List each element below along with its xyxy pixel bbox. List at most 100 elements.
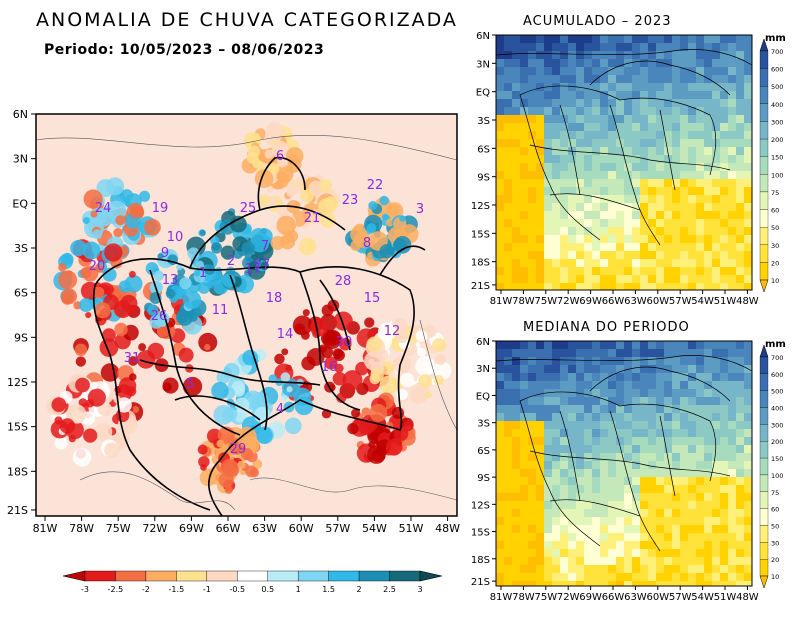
precip-cell (520, 357, 528, 365)
anomaly-cell (418, 374, 432, 388)
basin-outline (589, 366, 731, 402)
precip-cell (520, 445, 528, 453)
precip-cell (672, 573, 680, 581)
precip-cell (576, 235, 584, 243)
precip-cell (600, 469, 608, 477)
precip-cell (576, 163, 584, 171)
precip-cell (632, 557, 640, 565)
precip-cell (688, 203, 696, 211)
precip-cell (688, 195, 696, 203)
precip-cell (608, 83, 616, 91)
precip-cell (512, 243, 520, 251)
precip-cell (592, 107, 600, 115)
precip-cell (672, 139, 680, 147)
basin-outline (257, 156, 306, 211)
precip-cell (616, 35, 624, 43)
precip-cell (624, 469, 632, 477)
precip-cell (560, 565, 568, 573)
precip-cell (576, 405, 584, 413)
median-unit-label: mm (765, 339, 786, 350)
precip-colorbar-segment (759, 262, 769, 281)
precip-cell (496, 525, 504, 533)
precip-cell (712, 179, 720, 187)
precip-cell (576, 115, 584, 123)
precip-cell (616, 259, 624, 267)
precip-cell (736, 357, 744, 365)
precip-cell (744, 565, 752, 573)
precip-colorbar-segment (759, 68, 769, 87)
precip-cell (504, 477, 512, 485)
precip-cell (664, 509, 672, 517)
precip-cell (728, 349, 736, 357)
precip-cell (520, 219, 528, 227)
precip-cell (504, 565, 512, 573)
lat-tick-label: 18S (471, 258, 490, 269)
precip-cell (664, 421, 672, 429)
precip-cell (744, 493, 752, 501)
precip-cell (512, 525, 520, 533)
precip-cell (624, 147, 632, 155)
colorbar-tick-label: -1.5 (169, 585, 185, 594)
precip-cell (560, 155, 568, 163)
precip-cell (664, 501, 672, 509)
precip-cell (648, 227, 656, 235)
precip-cell (640, 525, 648, 533)
precip-cell (696, 493, 704, 501)
precip-cell (640, 357, 648, 365)
precip-cell (568, 123, 576, 131)
precip-cell (704, 533, 712, 541)
precip-cell (560, 235, 568, 243)
precip-cell (632, 533, 640, 541)
precip-cell (496, 373, 504, 381)
precip-cell (528, 357, 536, 365)
precip-cell (704, 115, 712, 123)
precip-cell (696, 163, 704, 171)
precip-cell (552, 373, 560, 381)
precip-cell (568, 187, 576, 195)
precip-cell (680, 429, 688, 437)
precip-cell (512, 227, 520, 235)
basin-number-label: 9 (161, 246, 169, 261)
anomaly-cell (241, 241, 255, 255)
precip-cell (504, 171, 512, 179)
anomaly-cell (94, 302, 111, 319)
precip-cell (744, 397, 752, 405)
precip-cell (584, 171, 592, 179)
precip-cell (720, 381, 728, 389)
precip-cell (536, 413, 544, 421)
precip-cell (576, 469, 584, 477)
precip-cell (680, 43, 688, 51)
precip-cell (688, 75, 696, 83)
anomaly-cell (156, 325, 170, 338)
lon-tick-label: 78W (69, 522, 94, 535)
precip-colorbar-label: 300 (771, 118, 783, 126)
precip-cell (592, 131, 600, 139)
precip-cell (616, 195, 624, 203)
precip-cell (664, 171, 672, 179)
precip-cell (656, 51, 664, 59)
precip-cell (736, 179, 744, 187)
precip-cell (528, 267, 536, 275)
basin-outline (589, 60, 731, 96)
precip-cell (544, 381, 552, 389)
precip-cell (560, 509, 568, 517)
precip-cell (632, 437, 640, 445)
lat-tick-label: EQ (476, 88, 490, 99)
precip-cell (512, 485, 520, 493)
precip-cell (512, 453, 520, 461)
precip-cell (544, 187, 552, 195)
precip-cell (720, 155, 728, 163)
precip-cell (496, 187, 504, 195)
precip-cell (600, 541, 608, 549)
precip-cell (528, 115, 536, 123)
anomaly-cell (393, 236, 412, 254)
precip-cell (648, 251, 656, 259)
precip-cell (576, 565, 584, 573)
precip-cell (528, 349, 536, 357)
precip-cell (512, 517, 520, 525)
precip-cell (656, 83, 664, 91)
lat-tick-label: 21S (7, 504, 28, 517)
precip-cell (616, 445, 624, 453)
precip-cell (632, 211, 640, 219)
precip-cell (600, 115, 608, 123)
